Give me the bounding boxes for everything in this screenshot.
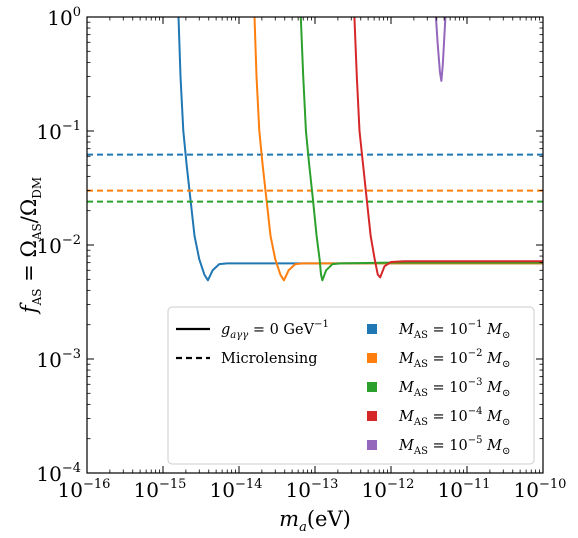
x-tick-label-6: 10−11: [438, 477, 491, 502]
y-tick-label-2: 10−3: [36, 347, 81, 372]
legend-mass-entries: MAS = 10−1 M⊙ MAS = 10−2 M⊙ MAS = 10−3 M⊙ M…: [367, 319, 510, 457]
series-line-2: [253, 17, 543, 282]
legend-box: [167, 306, 535, 465]
x-axis-label: ma(eV): [279, 507, 351, 535]
tick-layer: 10−16 10−15 10−14 10−13 10−12 10−11 10−10 10−4 1…: [36, 5, 566, 502]
legend-mass-label-5: MAS = 10−5 M⊙: [398, 435, 510, 457]
series-line-5: [434, 17, 447, 82]
legend-mass-label-2: MAS = 10−2 M⊙: [398, 348, 510, 370]
x-tick-label-4: 10−13: [286, 477, 339, 502]
series-line-1: [177, 17, 543, 282]
legend-swatch-1: [367, 324, 377, 334]
legend-solid-label: gaγγ = 0 GeV−1: [221, 319, 329, 341]
legend-swatch-5: [367, 440, 377, 450]
x-tick-label-3: 10−14: [210, 477, 263, 502]
y-tick-label-5: 100: [47, 5, 81, 30]
y-tick-label-4: 10−1: [36, 119, 81, 144]
x-tick-label-5: 10−12: [362, 477, 415, 502]
legend-swatch-2: [367, 353, 377, 363]
series-line-4: [353, 17, 543, 279]
x-tick-label-2: 10−15: [134, 477, 187, 502]
legend-mass-label-3: MAS = 10−3 M⊙: [398, 377, 510, 399]
x-tick-label-1: 10−16: [58, 477, 111, 502]
svg-text:fAS = ΩAS/ΩDM: fAS = ΩAS/ΩDM: [17, 177, 44, 315]
y-axis-label: fAS = ΩAS/ΩDM: [17, 177, 44, 315]
series-line-3: [299, 17, 543, 282]
legend: gaγγ = 0 GeV−1 Microlensing MAS = 10−1 M…: [167, 306, 535, 465]
legend-mass-label-1: MAS = 10−1 M⊙: [398, 319, 510, 341]
legend-dashed-label: Microlensing: [221, 351, 318, 367]
legend-swatch-3: [367, 382, 377, 392]
y-tick-label-1: 10−4: [36, 461, 81, 486]
x-tick-label-7: 10−10: [514, 477, 567, 502]
series-layer: [87, 17, 543, 282]
legend-swatch-4: [367, 411, 377, 421]
legend-mass-label-4: MAS = 10−4 M⊙: [398, 406, 510, 428]
y-tick-label-3: 10−2: [36, 233, 81, 258]
